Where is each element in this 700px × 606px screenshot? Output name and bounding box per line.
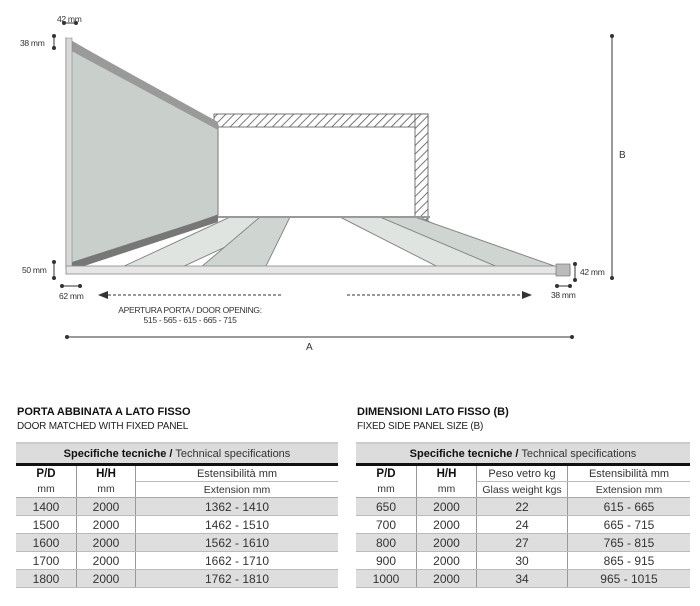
wall-outline: [213, 113, 429, 221]
table-cell: 2000: [76, 551, 136, 570]
dim-42-right: 42 mm: [580, 267, 605, 277]
col-pd: P/D: [16, 464, 77, 482]
table-cell: 765 - 815: [567, 533, 690, 552]
table-cell: 1762 - 1810: [135, 569, 338, 588]
table-row: 1500 2000 1462 - 1510: [16, 515, 338, 534]
table-cell: 965 - 1015: [567, 569, 690, 588]
left-section-title: PORTA ABBINATA A LATO FISSO: [17, 406, 191, 418]
table-cell: 650: [356, 497, 417, 516]
dim-38-left: 38 mm: [20, 38, 45, 48]
table-cell: 2000: [76, 533, 136, 552]
table-cell: 2000: [416, 515, 477, 534]
table-cell: 1000: [356, 569, 417, 588]
table-cell: 2000: [416, 569, 477, 588]
right-section-title: DIMENSIONI LATO FISSO (B): [357, 406, 509, 418]
table-cell: 2000: [416, 551, 477, 570]
left-section-subtitle: DOOR MATCHED WITH FIXED PANEL: [17, 421, 189, 432]
col-glass-weight: Peso vetro kg: [476, 464, 568, 482]
label-a: A: [306, 342, 313, 353]
unit-cell: Glass weight kgs: [476, 481, 568, 498]
dim-42-top: 42 mm: [57, 14, 82, 24]
unit-cell: mm: [16, 481, 77, 498]
table-cell: 30: [476, 551, 568, 570]
col-extension: Estensibilità mm: [135, 464, 338, 482]
table-row: 900 2000 30 865 - 915: [356, 551, 690, 570]
right-section-subtitle: FIXED SIDE PANEL SIZE (B): [357, 421, 484, 432]
right-spec-table: Specifiche tecniche / Technical specific…: [356, 442, 690, 588]
table-cell: 700: [356, 515, 417, 534]
left-spec-table: Specifiche tecniche / Technical specific…: [16, 442, 338, 588]
table-cell: 1700: [16, 551, 77, 570]
table-cell: 1362 - 1410: [135, 497, 338, 516]
table-cell: 34: [476, 569, 568, 588]
table-row: 1400 2000 1362 - 1410: [16, 497, 338, 516]
table-cell: 1500: [16, 515, 77, 534]
table-row: 1000 2000 34 965 - 1015: [356, 569, 690, 588]
col-hh: H/H: [416, 464, 477, 482]
col-hh: H/H: [76, 464, 136, 482]
table-cell: 2000: [416, 497, 477, 516]
table-row: 1700 2000 1662 - 1710: [16, 551, 338, 570]
table-cell: 1462 - 1510: [135, 515, 338, 534]
table-row: 650 2000 22 615 - 665: [356, 497, 690, 516]
unit-cell: Extension mm: [135, 481, 338, 498]
table-cell: 800: [356, 533, 417, 552]
table-band: Specifiche tecniche / Technical specific…: [356, 442, 690, 466]
table-cell: 665 - 715: [567, 515, 690, 534]
col-extension: Estensibilità mm: [567, 464, 690, 482]
table-row: 1600 2000 1562 - 1610: [16, 533, 338, 552]
door-opening-values: 515 - 565 - 615 - 665 - 715: [143, 315, 237, 325]
dim-50: 50 mm: [22, 265, 47, 275]
table-cell: 1800: [16, 569, 77, 588]
table-cell: 22: [476, 497, 568, 516]
table-cell: 900: [356, 551, 417, 570]
unit-cell: mm: [356, 481, 417, 498]
table-cell: 2000: [76, 515, 136, 534]
unit-cell: mm: [416, 481, 477, 498]
table-cell: 865 - 915: [567, 551, 690, 570]
table-band: Specifiche tecniche / Technical specific…: [16, 442, 338, 466]
table-cell: 1600: [16, 533, 77, 552]
table-cell: 615 - 665: [567, 497, 690, 516]
label-b: B: [619, 150, 626, 161]
col-pd: P/D: [356, 464, 417, 482]
table-cell: 1662 - 1710: [135, 551, 338, 570]
fixed-side-panel: [65, 37, 219, 270]
table-row: 1800 2000 1762 - 1810: [16, 569, 338, 588]
door-opening-title: APERTURA PORTA / DOOR OPENING:: [118, 305, 262, 315]
table-row: 700 2000 24 665 - 715: [356, 515, 690, 534]
unit-cell: Extension mm: [567, 481, 690, 498]
shower-diagram: [52, 21, 614, 339]
table-cell: 1562 - 1610: [135, 533, 338, 552]
dimension-lines: [52, 21, 614, 339]
dim-38-right: 38 mm: [551, 290, 576, 300]
table-cell: 27: [476, 533, 568, 552]
table-cell: 2000: [416, 533, 477, 552]
table-cell: 1400: [16, 497, 77, 516]
door-opening-note: APERTURA PORTA / DOOR OPENING: 515 - 565…: [110, 305, 270, 325]
table-row: 800 2000 27 765 - 815: [356, 533, 690, 552]
table-cell: 2000: [76, 497, 136, 516]
table-cell: 24: [476, 515, 568, 534]
table-cell: 2000: [76, 569, 136, 588]
dim-62: 62 mm: [59, 291, 84, 301]
unit-cell: mm: [76, 481, 136, 498]
bottom-rail: [65, 265, 571, 275]
